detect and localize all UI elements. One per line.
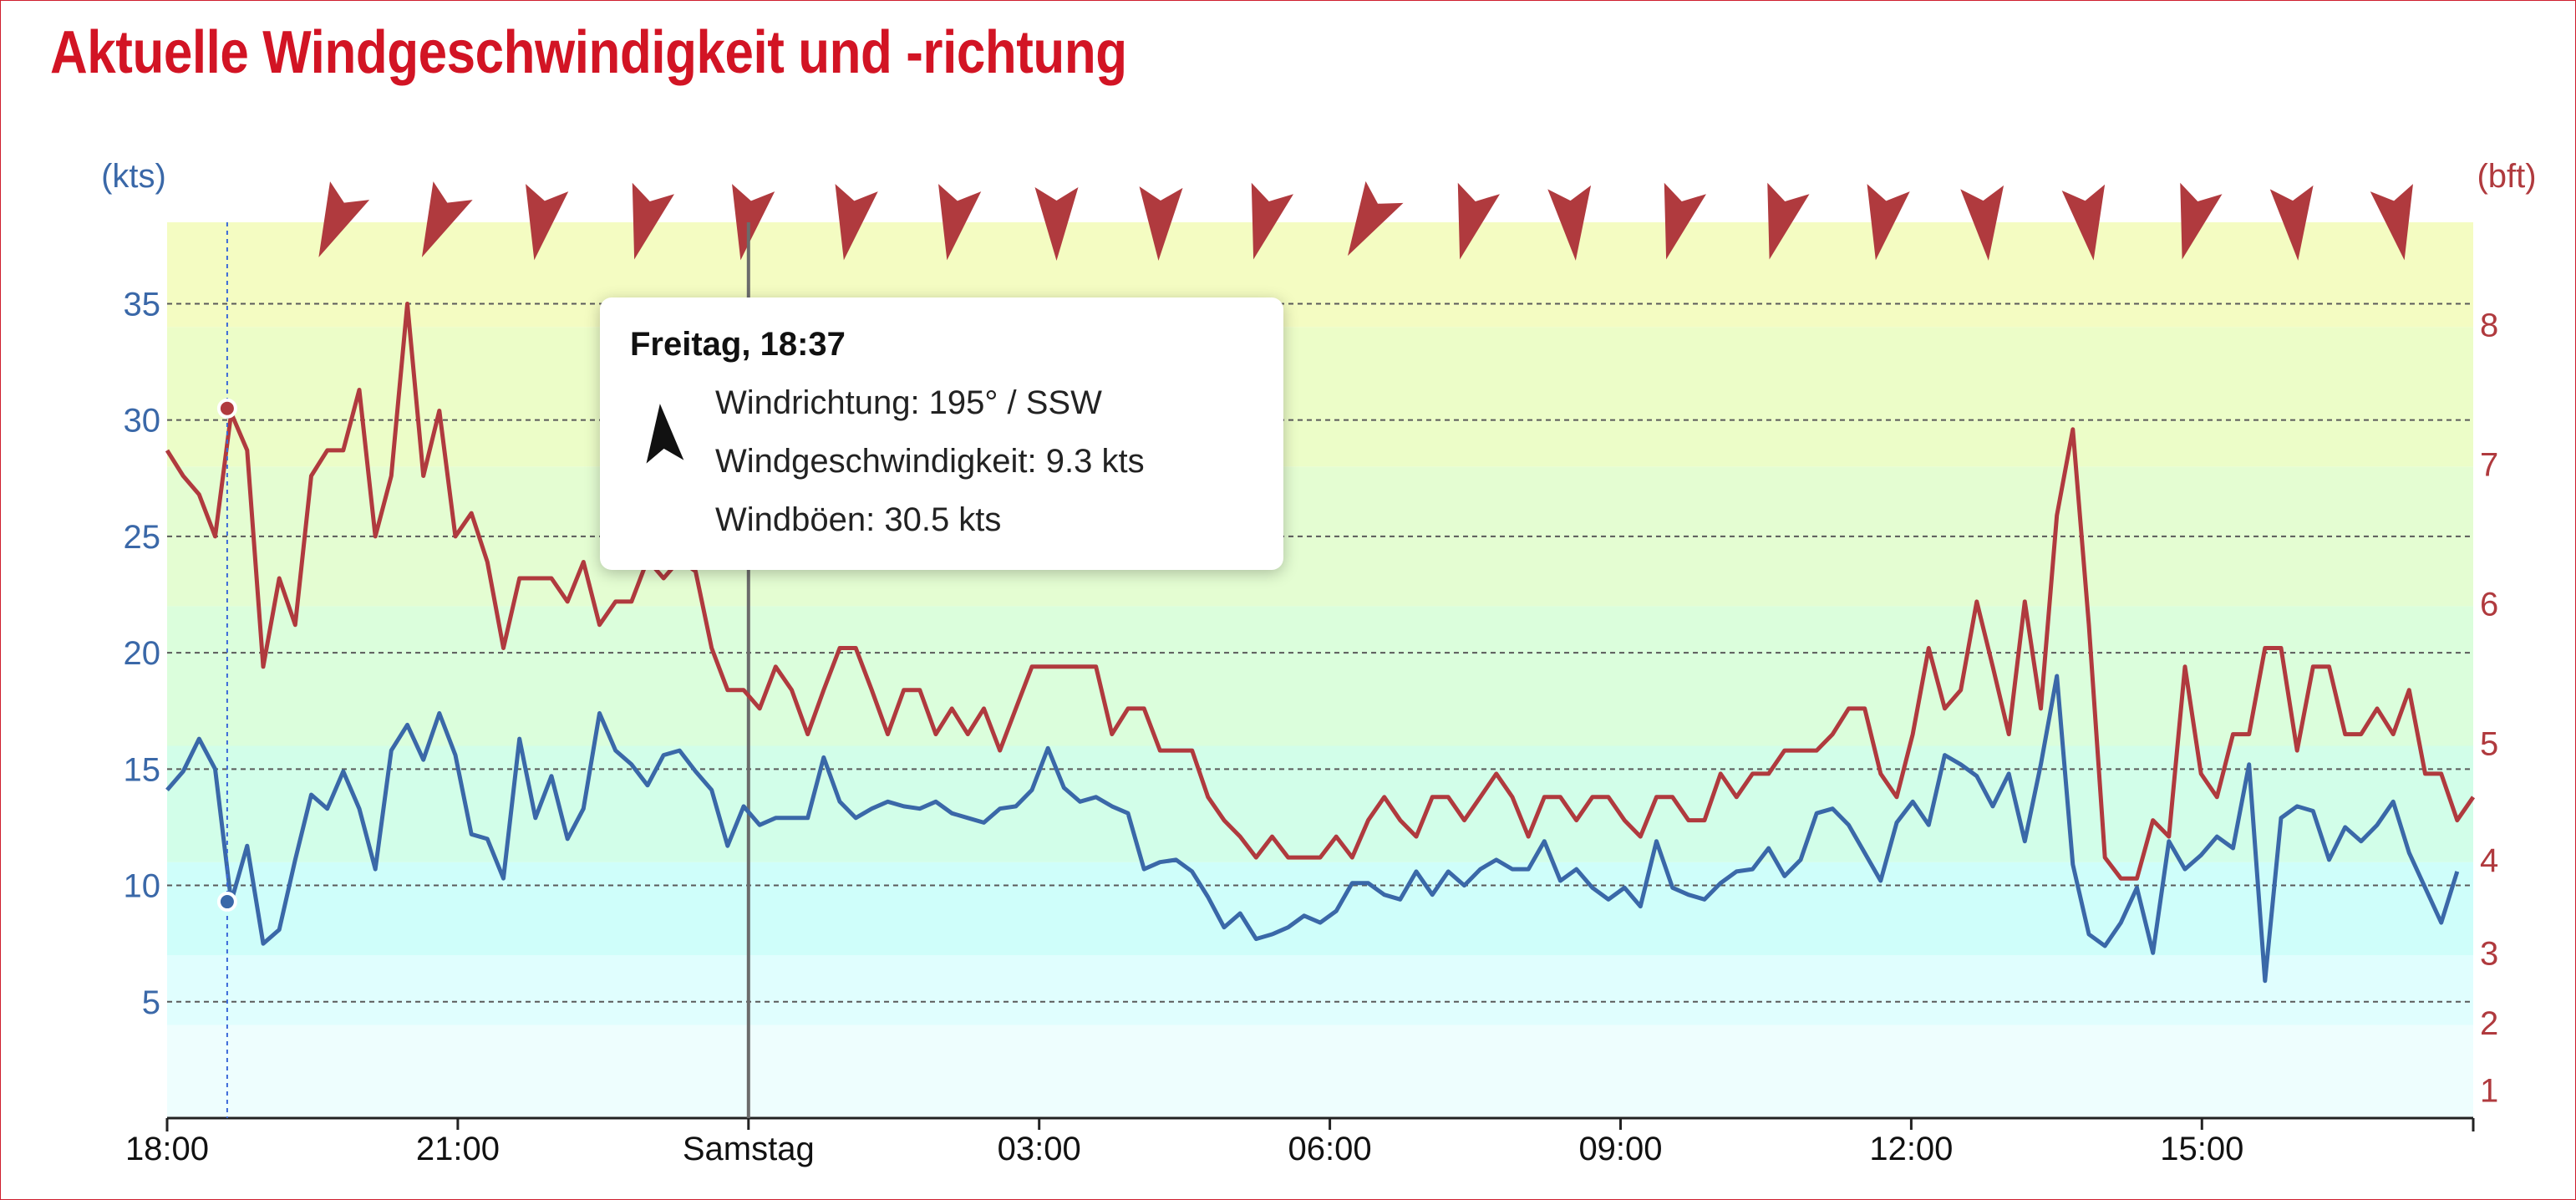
- y-unit-left: (kts): [101, 158, 166, 195]
- y-tick-left: 30: [124, 403, 161, 440]
- x-tick-label: 21:00: [416, 1131, 500, 1167]
- wind-direction-arrow: [938, 184, 982, 261]
- hover-cursor: [216, 222, 237, 1118]
- wind-direction-arrow: [2061, 184, 2106, 261]
- y-tick-right: 4: [2480, 842, 2498, 879]
- y-tick-right: 8: [2480, 308, 2498, 344]
- wind-direction-arrow: [1960, 185, 2004, 261]
- page-title: Aktuelle Windgeschwindigkeit und -richtu…: [50, 19, 1127, 86]
- beaufort-band: [167, 955, 2473, 1025]
- x-tick-label: 12:00: [1869, 1131, 1953, 1167]
- y-tick-left: 35: [124, 286, 161, 323]
- wind-direction-arrow: [632, 182, 675, 260]
- wind-direction-arrow: [1139, 186, 1183, 261]
- arrow-shape: [1139, 186, 1183, 261]
- arrow-shape: [526, 184, 569, 261]
- y-tick-left: 25: [124, 519, 161, 556]
- wind-direction-arrow: [1867, 184, 1910, 261]
- y-tick-left: 15: [124, 751, 161, 788]
- arrow-shape: [2370, 184, 2413, 261]
- wind-direction-arrow: [1457, 182, 1501, 260]
- speed-series-line: [165, 674, 2460, 984]
- arrow-shape: [1664, 182, 1707, 260]
- arrow-shape: [938, 184, 982, 261]
- y-tick-right: 1: [2480, 1073, 2498, 1110]
- arrow-shape: [1034, 187, 1079, 261]
- arrow-shape: [421, 181, 473, 257]
- beaufort-band: [167, 745, 2473, 862]
- beaufort-band: [167, 862, 2473, 956]
- wind-direction-arrow: [1547, 185, 1592, 261]
- x-tick-label: Samstag: [683, 1131, 815, 1167]
- arrow-shape: [2061, 184, 2106, 261]
- wind-direction-arrow: [1251, 182, 1294, 260]
- arrow-shape: [632, 182, 675, 260]
- y-tick-right: 2: [2480, 1005, 2498, 1042]
- wind-direction-arrow: [1034, 187, 1079, 261]
- y-tick-left: 5: [142, 984, 160, 1021]
- y-tick-right: 5: [2480, 726, 2498, 763]
- x-tick-label: 03:00: [998, 1131, 1081, 1167]
- beaufort-band: [167, 222, 2473, 328]
- direction-arrow-icon: [646, 404, 684, 464]
- beaufort-band: [167, 1025, 2473, 1118]
- arrow-shape: [2180, 182, 2223, 260]
- y-tick-right: 6: [2480, 587, 2498, 623]
- beaufort-bands: [167, 222, 2473, 1118]
- tooltip-direction: Windrichtung: 195° / SSW: [715, 384, 1102, 421]
- x-tick-label: 18:00: [125, 1131, 209, 1167]
- direction-arrows: [318, 181, 2413, 261]
- arrow-shape: [1251, 182, 1294, 260]
- arrow-shape: [1767, 182, 1810, 260]
- arrow-shape: [1457, 182, 1501, 260]
- beaufort-band: [167, 606, 2473, 746]
- tooltip-speed: Windgeschwindigkeit: 9.3 kts: [715, 443, 1145, 480]
- wind-direction-arrow: [1664, 182, 1707, 260]
- tooltip-gusts: Windböen: 30.5 kts: [715, 501, 1002, 538]
- x-tick-label: 09:00: [1578, 1131, 1662, 1167]
- y-tick-left: 20: [124, 635, 161, 672]
- arrow-shape: [835, 184, 878, 261]
- arrow-shape: [1348, 181, 1404, 257]
- beaufort-band: [167, 327, 2473, 467]
- cursor-gust-marker: [216, 398, 237, 419]
- wind-direction-arrow: [732, 184, 775, 261]
- arrow-shape: [1867, 184, 1910, 261]
- arrow-shape: [1547, 185, 1592, 261]
- arrow-shape: [318, 181, 370, 257]
- arrow-shape: [732, 184, 775, 261]
- wind-direction-arrow: [318, 181, 370, 257]
- wind-direction-arrow: [421, 181, 473, 257]
- wind-direction-arrow: [2180, 182, 2223, 260]
- axes: 5 10 15 20 25 30 35 1 2 3 4 5 6 7 8 (kts) (bft) 18:00 21:0…: [101, 158, 2536, 1167]
- tooltip-title: Freitag, 18:37: [630, 326, 846, 363]
- y-tick-left: 10: [124, 868, 161, 905]
- tooltip: Freitag, 18:37 Windrichtung: 195° / SSW …: [600, 297, 1283, 570]
- grid-lines: [167, 303, 2473, 1003]
- y-tick-right: 3: [2480, 935, 2498, 972]
- series-lines: [165, 302, 2476, 984]
- gust-series-line: [165, 302, 2476, 881]
- wind-direction-arrow: [835, 184, 878, 261]
- wind-direction-arrow: [1348, 181, 1404, 257]
- cursor-speed-marker: [216, 892, 237, 913]
- wind-direction-arrow: [1767, 182, 1810, 260]
- x-tick-label: 06:00: [1288, 1131, 1372, 1167]
- arrow-shape: [2269, 185, 2314, 261]
- wind-direction-arrow: [2370, 184, 2413, 261]
- wind-direction-arrow: [2269, 185, 2314, 261]
- x-tick-label: 15:00: [2160, 1131, 2243, 1167]
- y-unit-right: (bft): [2477, 158, 2536, 195]
- wind-direction-arrow: [526, 184, 569, 261]
- y-tick-right: 7: [2480, 447, 2498, 484]
- arrow-shape: [1960, 185, 2004, 261]
